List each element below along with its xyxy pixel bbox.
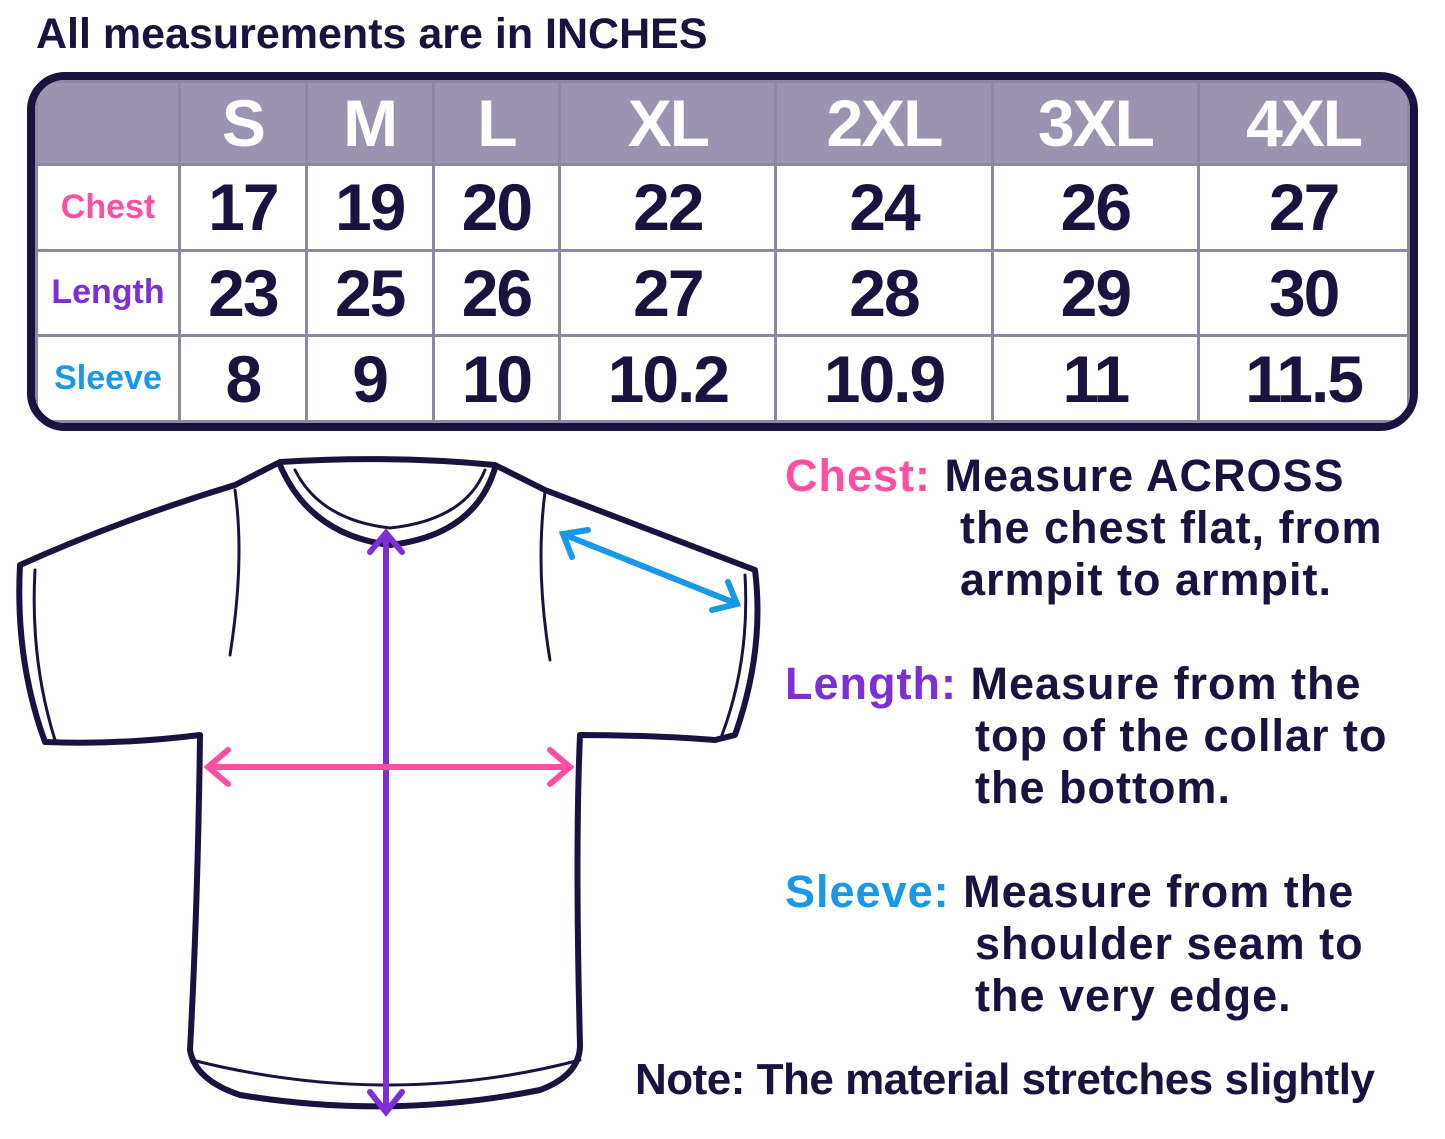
chest-description: Chest: Measure ACROSS the chest flat, fr… [785, 450, 1383, 606]
chest-row: Chest 17 19 20 22 24 26 27 [35, 163, 1410, 252]
desc-line: the chest flat, from [960, 502, 1383, 553]
cell: 30 [1197, 248, 1410, 338]
desc-line: armpit to armpit. [960, 554, 1333, 605]
cell: 27 [1197, 163, 1410, 252]
cell: 29 [990, 248, 1201, 338]
cell: 11.5 [1197, 334, 1410, 423]
cell: 23 [178, 248, 308, 338]
stretch-note: Note: The material stretches slightly [635, 1055, 1375, 1104]
size-header: 3XL [990, 80, 1201, 166]
sleeve-arrow [558, 527, 742, 613]
cell: 25 [304, 248, 435, 338]
row-label-length: Length [35, 248, 181, 338]
cell: 28 [774, 248, 994, 338]
page-title: All measurements are in INCHES [36, 10, 708, 58]
desc-line: Measure from the [970, 658, 1362, 709]
cell: 22 [558, 163, 778, 252]
cell: 24 [774, 163, 994, 252]
length-arrow [367, 528, 405, 1117]
cell: 20 [431, 163, 562, 252]
length-description: Length: Measure from the top of the coll… [785, 658, 1387, 814]
size-header: S [178, 80, 308, 166]
tshirt-diagram [16, 456, 761, 1117]
row-label-sleeve: Sleeve [35, 334, 181, 423]
desc-line: the very edge. [975, 970, 1292, 1021]
desc-line: Measure from the [963, 866, 1355, 917]
size-header: M [304, 80, 435, 166]
cell: 10 [431, 334, 562, 423]
row-label-chest: Chest [35, 163, 181, 252]
size-header-row: S M L XL 2XL 3XL 4XL [35, 80, 1410, 166]
size-header: 4XL [1197, 80, 1410, 166]
length-row: Length 23 25 26 27 28 29 30 [35, 248, 1410, 338]
cell: 17 [178, 163, 308, 252]
desc-line: top of the collar to [975, 710, 1388, 761]
size-table: S M L XL 2XL 3XL 4XL Chest 17 19 20 22 2… [27, 72, 1418, 431]
sleeve-description: Sleeve: Measure from the shoulder seam t… [785, 866, 1364, 1022]
desc-line: shoulder seam to [975, 918, 1364, 969]
sleeve-row: Sleeve 8 9 10 10.2 10.9 11 11.5 [35, 334, 1410, 423]
cell: 10.2 [558, 334, 778, 423]
cell: 27 [558, 248, 778, 338]
length-desc-label: Length: [785, 658, 957, 709]
chest-desc-label: Chest: [785, 450, 932, 501]
size-header: L [431, 80, 562, 166]
cell: 26 [990, 163, 1201, 252]
cell: 19 [304, 163, 435, 252]
size-header: 2XL [774, 80, 994, 166]
desc-line: Measure ACROSS [944, 450, 1345, 501]
cell: 10.9 [774, 334, 994, 423]
shirt-outline [16, 456, 761, 1110]
size-header: XL [558, 80, 778, 166]
cell: 9 [304, 334, 435, 423]
corner-cell [35, 80, 181, 166]
sleeve-desc-label: Sleeve: [785, 866, 950, 917]
cell: 11 [990, 334, 1201, 423]
cell: 26 [431, 248, 562, 338]
chest-arrow [203, 747, 575, 787]
cell: 8 [178, 334, 308, 423]
desc-line: the bottom. [975, 762, 1231, 813]
